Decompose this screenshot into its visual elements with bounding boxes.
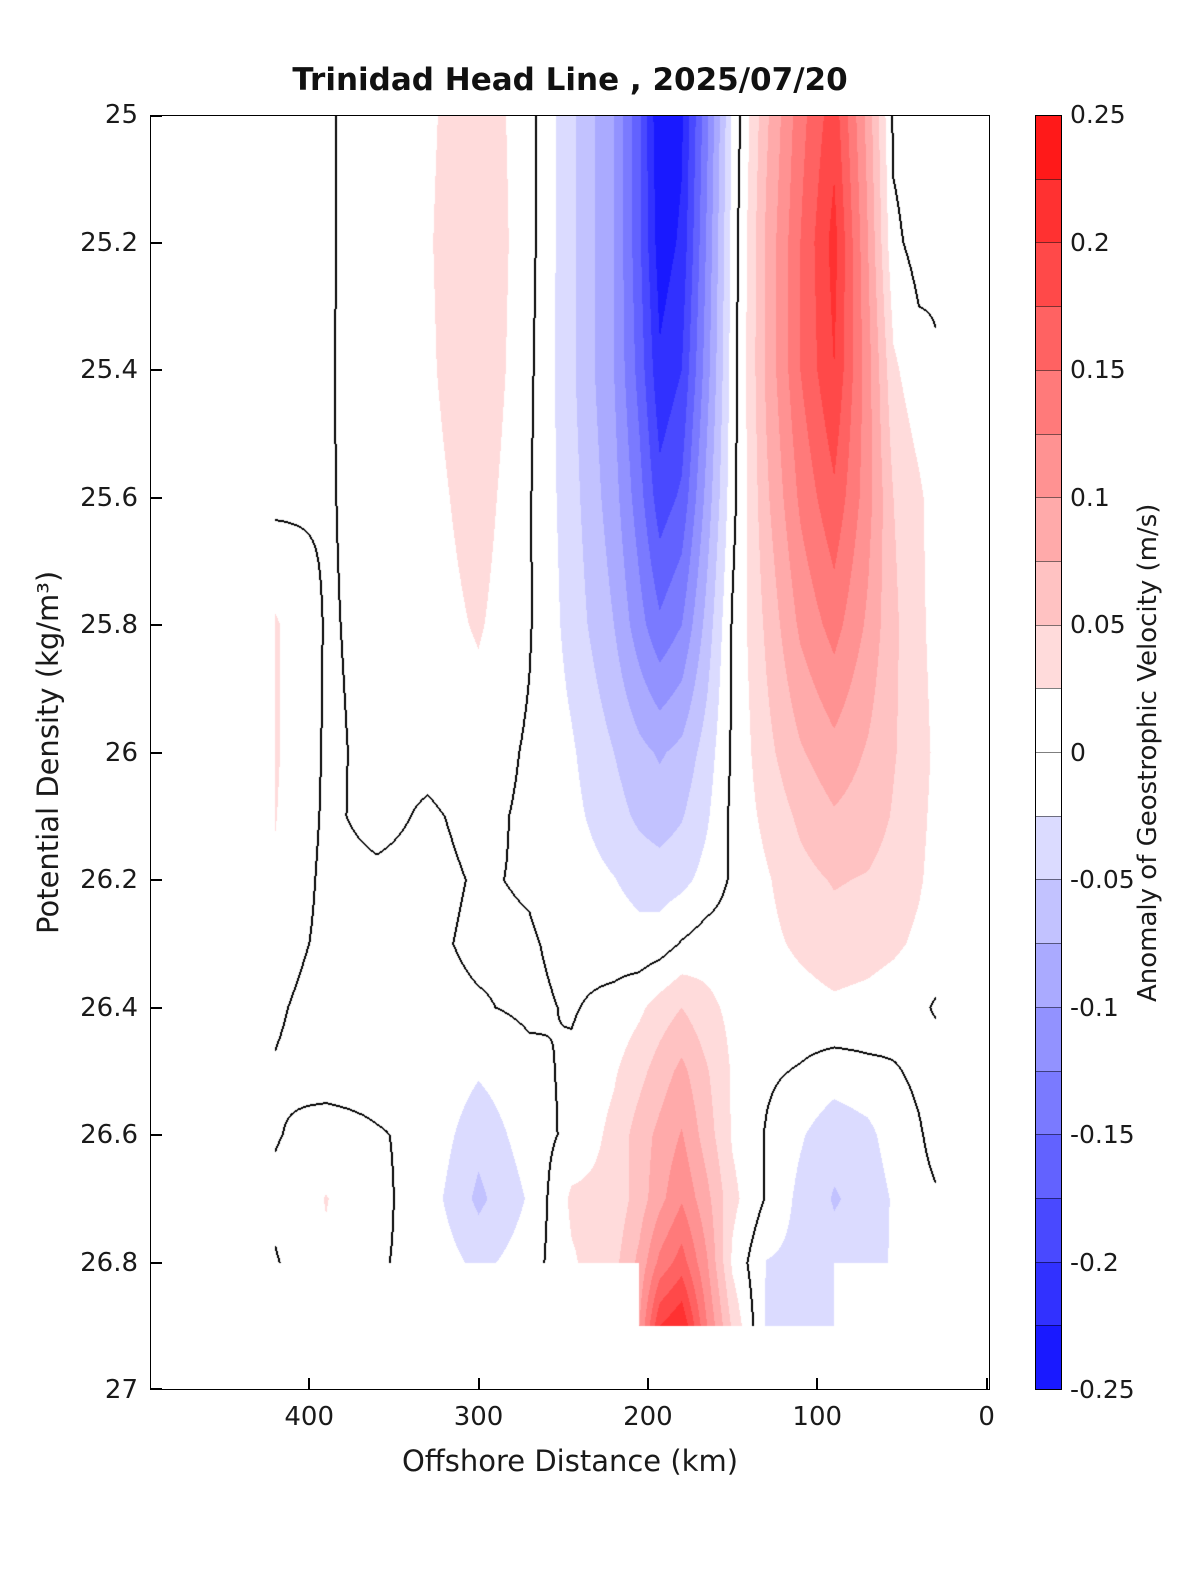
- colorbar-block: [1036, 1261, 1061, 1326]
- colorbar-tick-label: 0.05: [1070, 610, 1126, 639]
- y-tick-label: 25.4: [80, 355, 138, 385]
- colorbar-block: [1036, 624, 1061, 689]
- colorbar-block: [1036, 178, 1061, 243]
- chart-title: Trinidad Head Line , 2025/07/20: [292, 62, 848, 98]
- colorbar-block: [1036, 560, 1061, 625]
- colorbar-tick-label: 0.2: [1070, 227, 1110, 257]
- y-tick-label: 26.6: [80, 1120, 138, 1150]
- colorbar-block: [1036, 1325, 1061, 1390]
- y-tick-label: 26.8: [80, 1247, 138, 1278]
- colorbar-block: [1036, 1070, 1061, 1135]
- colorbar: [1035, 115, 1062, 1390]
- colorbar-block: [1036, 433, 1061, 498]
- colorbar-tick-label: -0.15: [1070, 1120, 1135, 1149]
- y-tick-label: 27: [104, 1375, 138, 1405]
- y-tick-label: 25.6: [80, 482, 138, 513]
- y-tick-label: 26: [104, 737, 138, 768]
- colorbar-block: [1036, 369, 1061, 434]
- y-tick-label: 26.2: [80, 865, 138, 895]
- colorbar-block: [1036, 1134, 1061, 1198]
- y-tick-label: 25.8: [80, 610, 138, 640]
- colorbar-block: [1036, 879, 1061, 944]
- y-tick-label: 26.4: [80, 992, 138, 1023]
- x-tick-label: 300: [453, 1402, 504, 1432]
- colorbar-block: [1036, 815, 1061, 880]
- colorbar-tick-label: 0.1: [1070, 482, 1110, 512]
- contour-plot-canvas: [150, 115, 990, 1390]
- colorbar-tick-label: 0.25: [1070, 100, 1126, 129]
- colorbar-label: Anomaly of Geostrophic Velocity (m/s): [1133, 503, 1163, 1002]
- colorbar-block: [1036, 306, 1061, 370]
- colorbar-tick-label: -0.25: [1070, 1375, 1135, 1404]
- y-tick-label: 25.2: [80, 227, 138, 258]
- colorbar-block: [1036, 116, 1061, 179]
- x-tick-label: 200: [623, 1402, 673, 1432]
- x-tick-label: 400: [284, 1402, 334, 1432]
- colorbar-block: [1036, 943, 1061, 1007]
- x-axis-label: Offshore Distance (km): [401, 1444, 739, 1478]
- x-tick-label: 100: [792, 1402, 843, 1432]
- colorbar-block: [1036, 242, 1061, 307]
- colorbar-tick-label: -0.05: [1070, 865, 1135, 894]
- colorbar-block: [1036, 752, 1061, 816]
- colorbar-block: [1036, 497, 1061, 561]
- colorbar-tick-label: 0.15: [1070, 355, 1126, 384]
- colorbar-tick-label: 0: [1070, 737, 1086, 767]
- colorbar-block: [1036, 688, 1061, 753]
- colorbar-block: [1036, 1006, 1061, 1071]
- y-axis-label: Potential Density (kg/m³): [31, 570, 65, 935]
- colorbar-tick-label: -0.2: [1070, 1247, 1119, 1277]
- y-tick-label: 25: [104, 100, 138, 130]
- colorbar-tick-label: -0.1: [1070, 992, 1119, 1022]
- colorbar-block: [1036, 1197, 1061, 1262]
- x-tick-label: 0: [978, 1402, 995, 1432]
